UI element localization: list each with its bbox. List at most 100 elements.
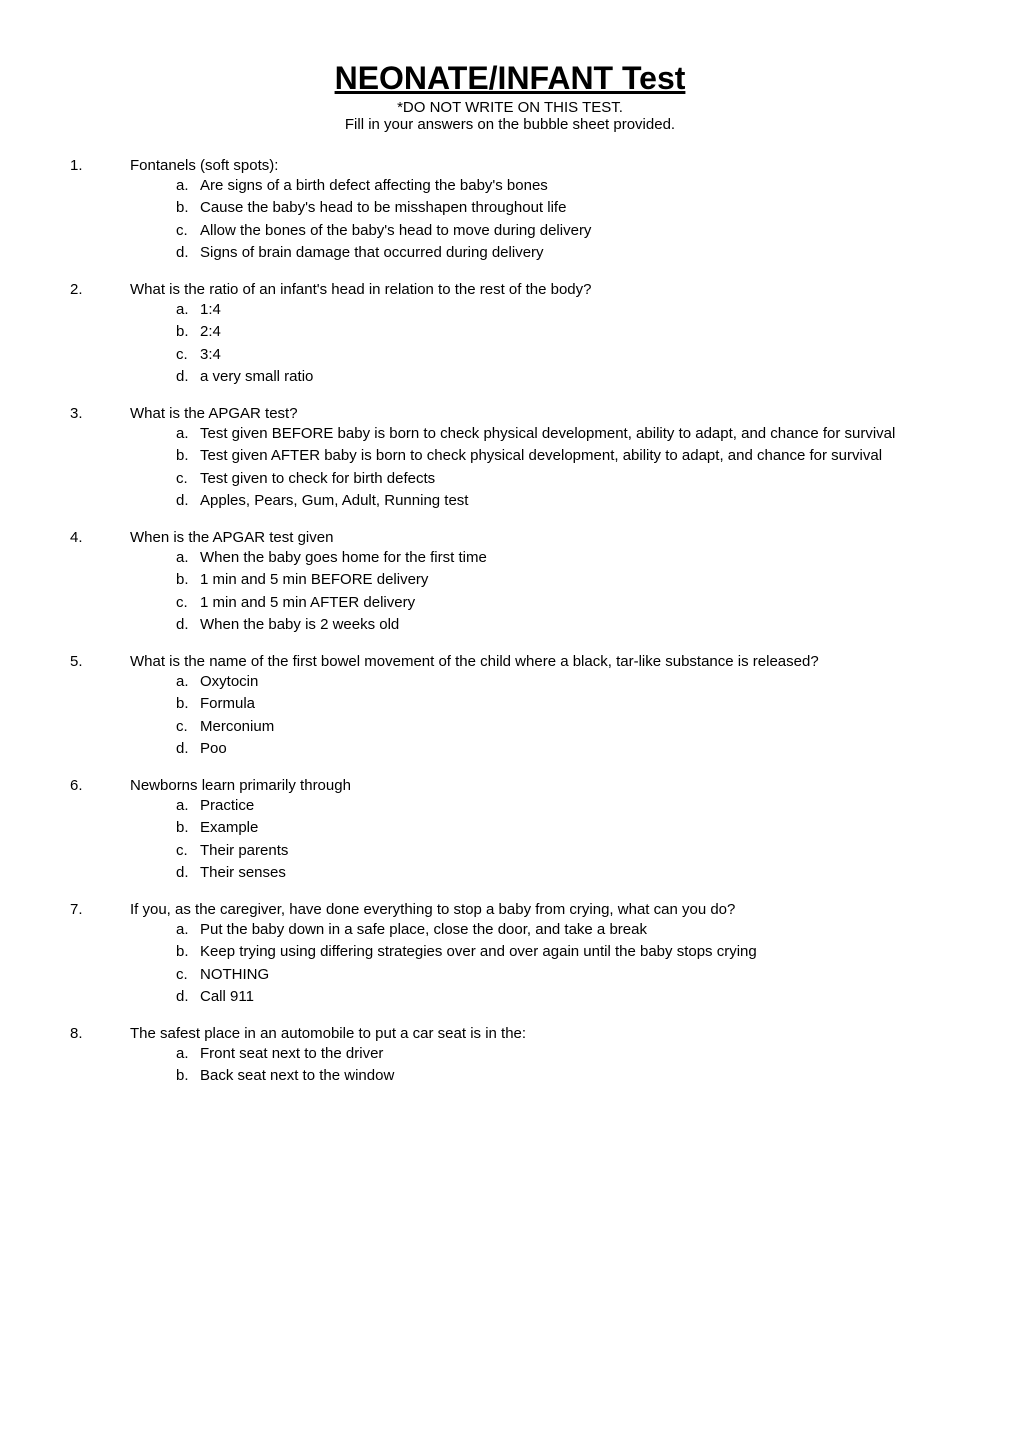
option-text: When the baby goes home for the first ti… (200, 548, 950, 568)
option-text: Practice (200, 796, 950, 816)
option-letter: b. (176, 198, 200, 218)
option-letter: c. (176, 593, 200, 613)
option-letter: a. (176, 796, 200, 816)
option: b.Back seat next to the window (176, 1066, 950, 1086)
question-text: If you, as the caregiver, have done ever… (130, 901, 950, 918)
option: b.Example (176, 818, 950, 838)
option-text: Their senses (200, 863, 950, 883)
option-letter: a. (176, 672, 200, 692)
option-text: When the baby is 2 weeks old (200, 615, 950, 635)
question-text: Newborns learn primarily through (130, 777, 950, 794)
question-text: Fontanels (soft spots): (130, 157, 950, 174)
option-text: Test given AFTER baby is born to check p… (200, 446, 950, 466)
option-letter: d. (176, 243, 200, 263)
options-list: a.When the baby goes home for the first … (70, 548, 950, 635)
option-text: 1:4 (200, 300, 950, 320)
option-letter: d. (176, 739, 200, 759)
option: a.Test given BEFORE baby is born to chec… (176, 424, 950, 444)
option-letter: a. (176, 424, 200, 444)
option: d.Their senses (176, 863, 950, 883)
document-instruction: Fill in your answers on the bubble sheet… (70, 116, 950, 133)
question-row: 3.What is the APGAR test? (70, 405, 950, 422)
question-text: The safest place in an automobile to put… (130, 1025, 950, 1042)
option-text: 1 min and 5 min BEFORE delivery (200, 570, 950, 590)
question-row: 7.If you, as the caregiver, have done ev… (70, 901, 950, 918)
option: a.1:4 (176, 300, 950, 320)
option-letter: c. (176, 965, 200, 985)
question-number: 3. (70, 405, 130, 422)
option-text: Oxytocin (200, 672, 950, 692)
option-letter: b. (176, 570, 200, 590)
option-text: Apples, Pears, Gum, Adult, Running test (200, 491, 950, 511)
option: d.When the baby is 2 weeks old (176, 615, 950, 635)
option-letter: c. (176, 345, 200, 365)
option: c.1 min and 5 min AFTER delivery (176, 593, 950, 613)
option-text: Merconium (200, 717, 950, 737)
question-number: 2. (70, 281, 130, 298)
question: 5.What is the name of the first bowel mo… (70, 653, 950, 759)
option-letter: d. (176, 615, 200, 635)
question: 1.Fontanels (soft spots): a.Are signs of … (70, 157, 950, 263)
options-list: a.1:4b.2:4c.3:4d.a very small ratio (70, 300, 950, 387)
option-text: Formula (200, 694, 950, 714)
question-number: 5. (70, 653, 130, 670)
option-letter: b. (176, 446, 200, 466)
question-text: When is the APGAR test given (130, 529, 950, 546)
question: 3.What is the APGAR test? a.Test given BE… (70, 405, 950, 511)
question-text: What is the APGAR test? (130, 405, 950, 422)
option-text: Example (200, 818, 950, 838)
option: c.Merconium (176, 717, 950, 737)
option: d.Signs of brain damage that occurred du… (176, 243, 950, 263)
question: 6.Newborns learn primarily through a.Prac… (70, 777, 950, 883)
option-text: Keep trying using differing strategies o… (200, 942, 950, 962)
option-letter: c. (176, 469, 200, 489)
option: d.Call 911 (176, 987, 950, 1007)
option-letter: d. (176, 491, 200, 511)
question-text: What is the ratio of an infant's head in… (130, 281, 950, 298)
question: 8.The safest place in an automobile to p… (70, 1025, 950, 1087)
options-list: a.Practiceb.Example c.Their parentsd.Thei… (70, 796, 950, 883)
option-text: 2:4 (200, 322, 950, 342)
option-letter: d. (176, 863, 200, 883)
option-letter: b. (176, 1066, 200, 1086)
options-list: a.Put the baby down in a safe place, clo… (70, 920, 950, 1007)
question-number: 4. (70, 529, 130, 546)
option: d.a very small ratio (176, 367, 950, 387)
option-letter: d. (176, 367, 200, 387)
option-text: 3:4 (200, 345, 950, 365)
option: a.Are signs of a birth defect affecting … (176, 176, 950, 196)
option-text: Signs of brain damage that occurred duri… (200, 243, 950, 263)
option-text: Are signs of a birth defect affecting th… (200, 176, 950, 196)
options-list: a.Oxytocinb.Formulac.Merconiumd.Poo (70, 672, 950, 759)
option: a.Put the baby down in a safe place, clo… (176, 920, 950, 940)
question-row: 5.What is the name of the first bowel mo… (70, 653, 950, 670)
option-letter: b. (176, 818, 200, 838)
option: c.NOTHING (176, 965, 950, 985)
option: c.Their parents (176, 841, 950, 861)
option-text: 1 min and 5 min AFTER delivery (200, 593, 950, 613)
option: b.Test given AFTER baby is born to check… (176, 446, 950, 466)
options-list: a.Are signs of a birth defect affecting … (70, 176, 950, 263)
option-letter: c. (176, 221, 200, 241)
question-number: 7. (70, 901, 130, 918)
question-row: 4.When is the APGAR test given (70, 529, 950, 546)
question-number: 8. (70, 1025, 130, 1042)
option-letter: b. (176, 694, 200, 714)
option-text: a very small ratio (200, 367, 950, 387)
option-text: Test given BEFORE baby is born to check … (200, 424, 950, 444)
option-letter: b. (176, 322, 200, 342)
option-text: Front seat next to the driver (200, 1044, 950, 1064)
question: 7.If you, as the caregiver, have done ev… (70, 901, 950, 1007)
option: a.Front seat next to the driver (176, 1044, 950, 1064)
option: b.Cause the baby's head to be misshapen … (176, 198, 950, 218)
option-text: Call 911 (200, 987, 950, 1007)
option-letter: c. (176, 717, 200, 737)
question-row: 8.The safest place in an automobile to p… (70, 1025, 950, 1042)
option-text: Put the baby down in a safe place, close… (200, 920, 950, 940)
option: c.3:4 (176, 345, 950, 365)
question-row: 6.Newborns learn primarily through (70, 777, 950, 794)
question-row: 1.Fontanels (soft spots): (70, 157, 950, 174)
document-subtitle: *DO NOT WRITE ON THIS TEST. (70, 99, 950, 116)
option-letter: b. (176, 942, 200, 962)
option: b.Keep trying using differing strategies… (176, 942, 950, 962)
